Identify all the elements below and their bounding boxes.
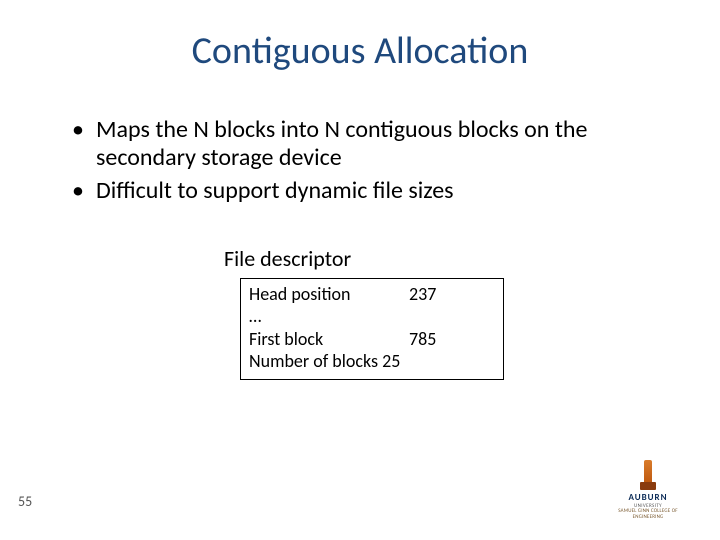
fd-key: … [249,305,409,328]
fd-val: 237 [409,283,495,306]
file-descriptor-label: File descriptor [224,245,720,272]
logo-sub2: SAMUEL GINN COLLEGE OF ENGINEERING [610,509,686,520]
fd-row: … [249,305,495,328]
auburn-logo: AUBURN UNIVERSITY SAMUEL GINN COLLEGE OF… [610,460,686,521]
tower-icon [640,460,656,490]
logo-name: AUBURN [610,492,686,503]
bullet-item: Maps the N blocks into N contiguous bloc… [72,116,660,173]
fd-key: Head position [249,283,409,306]
bullet-item: Difficult to support dynamic file sizes [72,177,660,205]
fd-row: Head position 237 [249,283,495,306]
fd-val [409,305,495,328]
file-descriptor-box: Head position 237 … First block 785 Numb… [240,278,504,380]
fd-val: 785 [409,328,495,351]
fd-key: First block [249,328,409,351]
page-number: 55 [18,493,32,510]
fd-key: Number of blocks 25 [249,350,409,373]
fd-val [409,350,495,373]
fd-row: Number of blocks 25 [249,350,495,373]
bullet-list: Maps the N blocks into N contiguous bloc… [72,116,660,205]
fd-row: First block 785 [249,328,495,351]
slide: Contiguous Allocation Maps the N blocks … [0,0,720,540]
slide-title: Contiguous Allocation [0,0,720,74]
